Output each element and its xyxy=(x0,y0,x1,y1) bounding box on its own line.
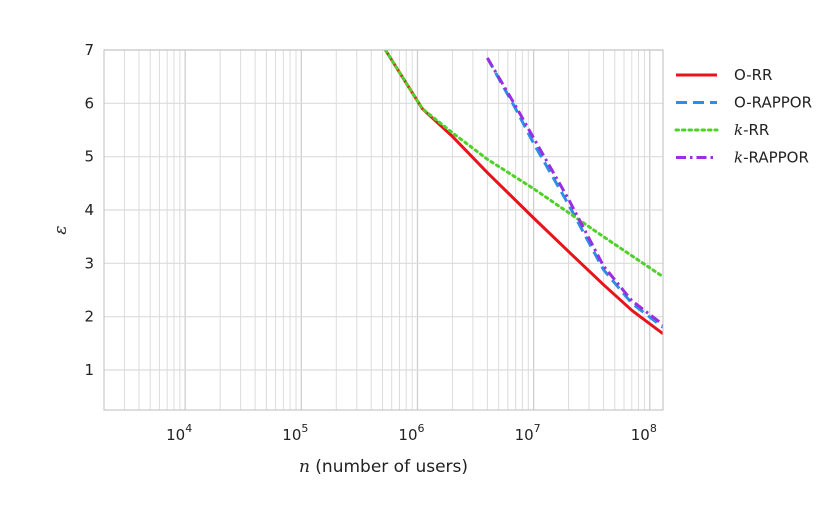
y-tick-label: 3 xyxy=(84,254,94,272)
series-line-o-rr xyxy=(384,50,663,335)
legend: O-RR O-RAPPOR k-RR k-RAPPOR xyxy=(674,66,812,167)
y-tick-label: 5 xyxy=(84,148,94,166)
x-axis-label: n (number of users) xyxy=(299,457,468,477)
series-line-k-rr xyxy=(383,50,663,279)
series-line-o-rappor xyxy=(486,57,663,329)
x-tick-label: 107 xyxy=(515,422,541,444)
grid xyxy=(103,49,663,410)
y-tick-label: 2 xyxy=(84,308,94,326)
legend-label: O-RAPPOR xyxy=(734,94,812,112)
y-tick-label: 6 xyxy=(84,94,94,112)
x-tick-label: 105 xyxy=(282,422,308,444)
series-line-k-rappor xyxy=(486,57,663,326)
x-tick-label: 106 xyxy=(398,422,424,444)
x-tick-label: 108 xyxy=(631,422,657,444)
plot-frame xyxy=(103,49,664,411)
x-tick-label: 104 xyxy=(166,422,192,444)
y-tick-label: 1 xyxy=(84,361,94,379)
legend-label: k-RAPPOR xyxy=(734,149,809,167)
x-tick-labels: 104 105 106 107 108 xyxy=(166,422,657,444)
legend-label: O-RR xyxy=(734,66,772,84)
plot-series xyxy=(383,50,663,335)
y-axis-label: ε xyxy=(51,225,71,234)
y-tick-labels: 1 2 3 4 5 6 7 xyxy=(84,41,94,379)
y-tick-label: 7 xyxy=(84,41,94,59)
legend-label: k-RR xyxy=(734,121,769,139)
y-tick-label: 4 xyxy=(84,201,94,219)
x-axis-label-text: (number of users) xyxy=(310,457,468,477)
x-axis-label-variable: n xyxy=(299,457,310,477)
